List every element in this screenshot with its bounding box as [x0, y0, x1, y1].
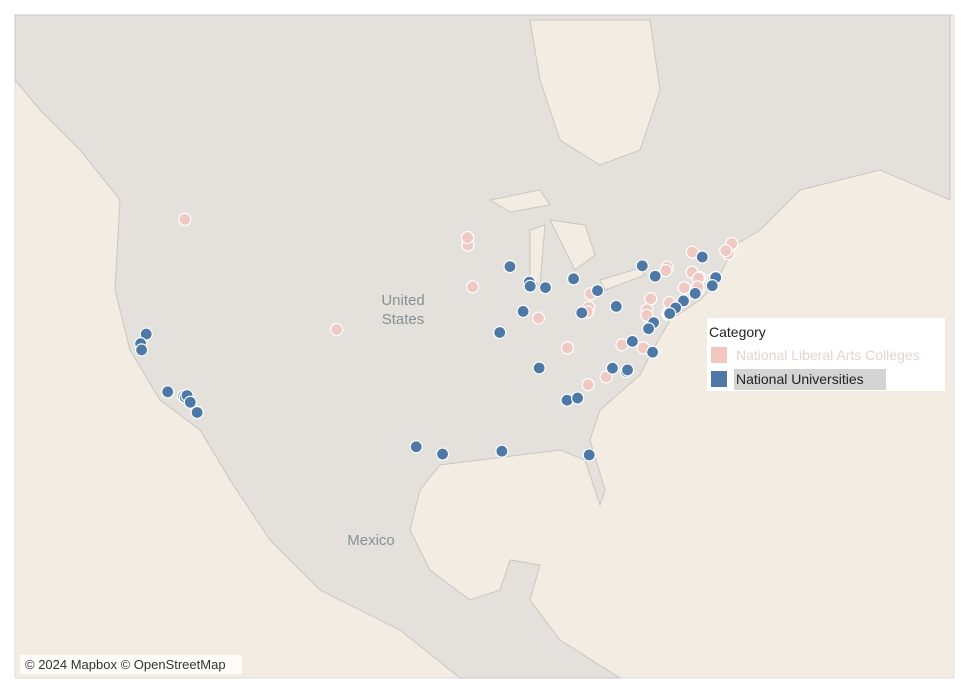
college-point[interactable]	[460, 230, 475, 245]
university-point[interactable]	[695, 250, 709, 264]
college-point[interactable]	[178, 212, 192, 226]
university-point[interactable]	[435, 447, 450, 461]
university-point[interactable]	[532, 361, 546, 375]
university-point[interactable]	[605, 361, 620, 375]
legend-highlight	[734, 369, 886, 390]
university-point[interactable]	[183, 395, 197, 409]
college-point[interactable]	[531, 311, 546, 325]
university-point[interactable]	[190, 405, 204, 420]
university-point[interactable]	[648, 269, 662, 283]
college-point[interactable]	[677, 281, 691, 295]
university-point[interactable]	[705, 279, 719, 293]
university-point[interactable]	[590, 284, 605, 298]
university-point[interactable]	[538, 280, 553, 295]
college-point[interactable]	[644, 292, 658, 306]
university-point[interactable]	[409, 440, 423, 454]
legend-label[interactable]: National Universities	[736, 371, 864, 387]
university-point[interactable]	[620, 363, 635, 377]
legend-swatch	[711, 347, 727, 363]
legend-swatch	[711, 371, 727, 387]
country-label: United	[381, 292, 424, 309]
attribution-text[interactable]: © 2024 Mapbox © OpenStreetMap	[25, 657, 226, 672]
college-point[interactable]	[560, 341, 574, 355]
country-label: States	[382, 311, 425, 328]
university-point[interactable]	[575, 306, 589, 320]
university-point[interactable]	[566, 272, 581, 286]
university-point[interactable]	[139, 327, 153, 341]
university-point[interactable]	[641, 322, 656, 336]
university-point[interactable]	[161, 385, 175, 399]
university-point[interactable]	[571, 391, 585, 405]
university-point[interactable]	[516, 304, 530, 318]
legend: Category National Liberal Arts Colleges N…	[707, 318, 945, 391]
university-point[interactable]	[495, 444, 509, 458]
university-point[interactable]	[493, 325, 507, 340]
university-point[interactable]	[503, 259, 517, 274]
hudson-bay	[529, 19, 661, 166]
college-point[interactable]	[330, 322, 344, 337]
university-point[interactable]	[582, 448, 596, 462]
college-point[interactable]	[719, 244, 733, 258]
university-point[interactable]	[625, 334, 639, 348]
country-label: Mexico	[347, 532, 395, 549]
legend-label[interactable]: National Liberal Arts Colleges	[736, 347, 920, 363]
college-point[interactable]	[466, 280, 480, 294]
legend-title: Category	[709, 324, 766, 340]
attribution-bg	[20, 655, 242, 674]
university-point[interactable]	[663, 306, 677, 321]
college-point[interactable]	[599, 370, 613, 384]
university-point[interactable]	[688, 286, 702, 301]
attribution: © 2024 Mapbox © OpenStreetMap	[20, 655, 242, 674]
university-point[interactable]	[560, 393, 574, 407]
university-point[interactable]	[523, 279, 537, 293]
university-point[interactable]	[135, 343, 149, 357]
college-point[interactable]	[581, 378, 595, 392]
university-point[interactable]	[635, 259, 649, 273]
university-point[interactable]	[645, 345, 660, 359]
university-point[interactable]	[609, 299, 623, 313]
college-point[interactable]	[659, 263, 673, 278]
